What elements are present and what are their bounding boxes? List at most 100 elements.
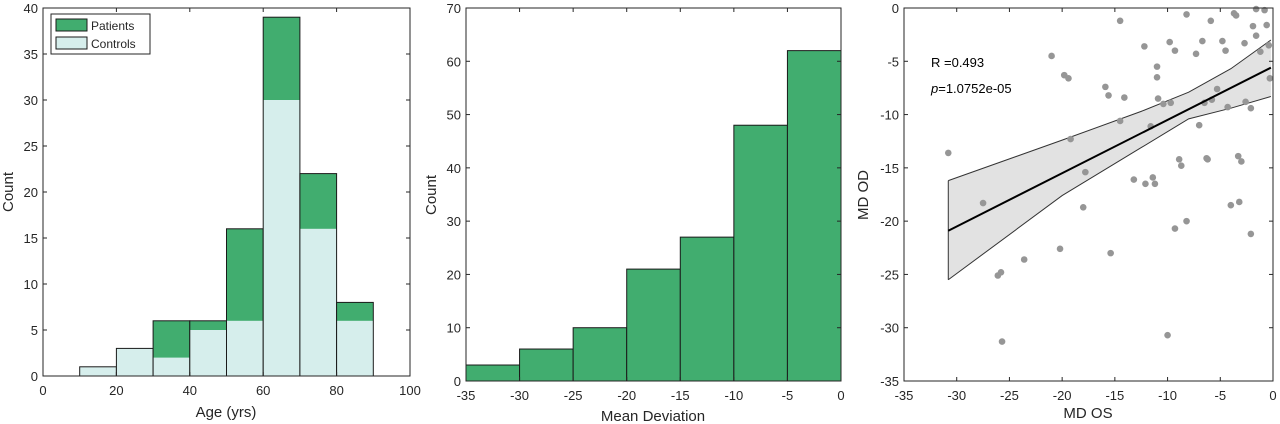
md-bar: [786, 50, 842, 382]
scatter-xtick-label: -15: [1105, 388, 1124, 403]
md-histogram-ticks: -35 -30 -25 -20 -15 -10 -5 0 0 10 20 30 40 50 60 70: [447, 1, 845, 403]
scatter-point: [1249, 22, 1257, 30]
legend-label-patients: Patients: [91, 19, 134, 33]
scatter-point: [1107, 249, 1114, 257]
age-histogram-ticks: 0 20 40 60 80 100 0 5 10 15 20 25 30 35 40: [24, 1, 421, 398]
scatter-xtick-label: -30: [947, 388, 966, 403]
scatter-point: [1252, 5, 1260, 13]
md-bar: [626, 268, 681, 382]
confidence-band: [947, 39, 1272, 281]
scatter-ytick-label: -35: [880, 374, 899, 389]
controls-bar: [226, 320, 264, 376]
scatter-point: [1167, 99, 1175, 107]
age-ytick-label: 40: [24, 1, 38, 16]
controls-bar: [153, 357, 190, 376]
scatter-point: [1102, 83, 1109, 91]
scatter-point: [1232, 12, 1240, 19]
md-xtick-label: -10: [724, 388, 743, 403]
scatter-point: [1065, 75, 1072, 82]
scatter-point: [1153, 63, 1161, 70]
age-ytick-label: 20: [24, 185, 38, 200]
md-histogram-axes-box: [465, 7, 842, 382]
scatter-xtick-label: -5: [1215, 388, 1227, 403]
scatter-point: [1199, 37, 1206, 45]
scatter-point: [1195, 121, 1203, 129]
age-xtick-label: 0: [39, 383, 46, 398]
scatter-point: [1048, 52, 1055, 60]
controls-bar: [263, 100, 300, 376]
md-ytick-label: 40: [447, 161, 461, 176]
scatter-xtick-label: -20: [1053, 388, 1072, 403]
p-value-label: p=1.0752e-05: [930, 81, 1012, 96]
controls-bar: [189, 330, 227, 376]
controls-bar: [79, 366, 117, 376]
age-ytick-label: 0: [31, 369, 38, 384]
age-ytick-label: 25: [24, 139, 38, 154]
md-xtick-label: -30: [510, 388, 529, 403]
md-ytick-label: 60: [447, 54, 461, 69]
age-xtick-label: 80: [329, 383, 343, 398]
scatter-point: [1247, 230, 1255, 238]
scatter-ytick-label: -20: [880, 214, 899, 229]
scatter-point: [1213, 85, 1221, 93]
scatter-point: [1204, 156, 1211, 163]
md-xtick-label: 0: [837, 388, 844, 403]
scatter-point: [1241, 39, 1248, 47]
md-histogram-xlabel: Mean Deviation: [601, 408, 705, 424]
md-ytick-label: 20: [447, 267, 461, 282]
scatter-point: [1234, 152, 1242, 160]
scatter-point: [1171, 47, 1179, 54]
md-xtick-label: -5: [782, 388, 794, 403]
age-histogram-bars: [79, 16, 374, 377]
md-ytick-label: 0: [454, 374, 461, 389]
scatter-ytick-label: -30: [880, 321, 899, 336]
scatter-point: [1257, 48, 1264, 55]
scatter-point: [1142, 180, 1149, 188]
scatter-ytick-label: -5: [887, 54, 899, 69]
md-xtick-label: -35: [457, 388, 476, 403]
legend-label-controls: Controls: [91, 37, 136, 51]
age-ytick-label: 30: [24, 93, 38, 108]
scatter-point: [1130, 176, 1138, 183]
scatter-point: [1166, 38, 1173, 46]
scatter-point: [1067, 135, 1074, 143]
md-ytick-label: 70: [447, 1, 461, 16]
scatter-ytick-label: 0: [892, 1, 899, 16]
scatter-point: [1121, 94, 1128, 101]
scatter-point: [998, 338, 1006, 345]
correlation-r-label: R =0.493: [931, 55, 984, 70]
scatter-point: [1207, 17, 1215, 25]
scatter-point: [1242, 98, 1249, 106]
controls-bar: [116, 348, 154, 376]
age-histogram-panel: 0 20 40 60 80 100 0 5 10 15 20 25 30 35 40 Age (yrs) C…: [0, 1, 421, 421]
scatter-point: [1082, 168, 1089, 176]
controls-bar: [299, 228, 337, 376]
scatter-point: [997, 268, 1005, 276]
scatter-point: [1247, 104, 1255, 112]
scatter-points: [944, 5, 1274, 345]
scatter-point: [979, 199, 987, 207]
scatter-point: [1183, 217, 1190, 225]
age-xtick-label: 100: [399, 383, 421, 398]
scatter-point: [1149, 174, 1157, 181]
age-histogram-xlabel: Age (yrs): [196, 404, 257, 421]
scatter-point: [1175, 156, 1183, 163]
age-histogram-ylabel: Count: [0, 171, 17, 212]
scatter-xtick-label: -10: [1158, 388, 1177, 403]
age-ytick-label: 15: [24, 231, 38, 246]
scatter-point: [1105, 92, 1112, 99]
scatter-xtick-label: -35: [895, 388, 914, 403]
scatter-point: [944, 149, 952, 157]
scatter-point: [1235, 198, 1243, 206]
scatter-point: [1266, 75, 1274, 82]
scatter-point: [1079, 203, 1087, 211]
md-scatter-ylabel: MD OD: [855, 170, 872, 220]
md-bar: [572, 327, 628, 382]
scatter-point: [1160, 100, 1167, 108]
scatter-ytick-label: -10: [880, 108, 899, 123]
scatter-xtick-label: -25: [1000, 388, 1019, 403]
scatter-point: [1265, 42, 1273, 49]
age-xtick-label: 20: [109, 383, 123, 398]
scatter-point: [1263, 21, 1270, 29]
